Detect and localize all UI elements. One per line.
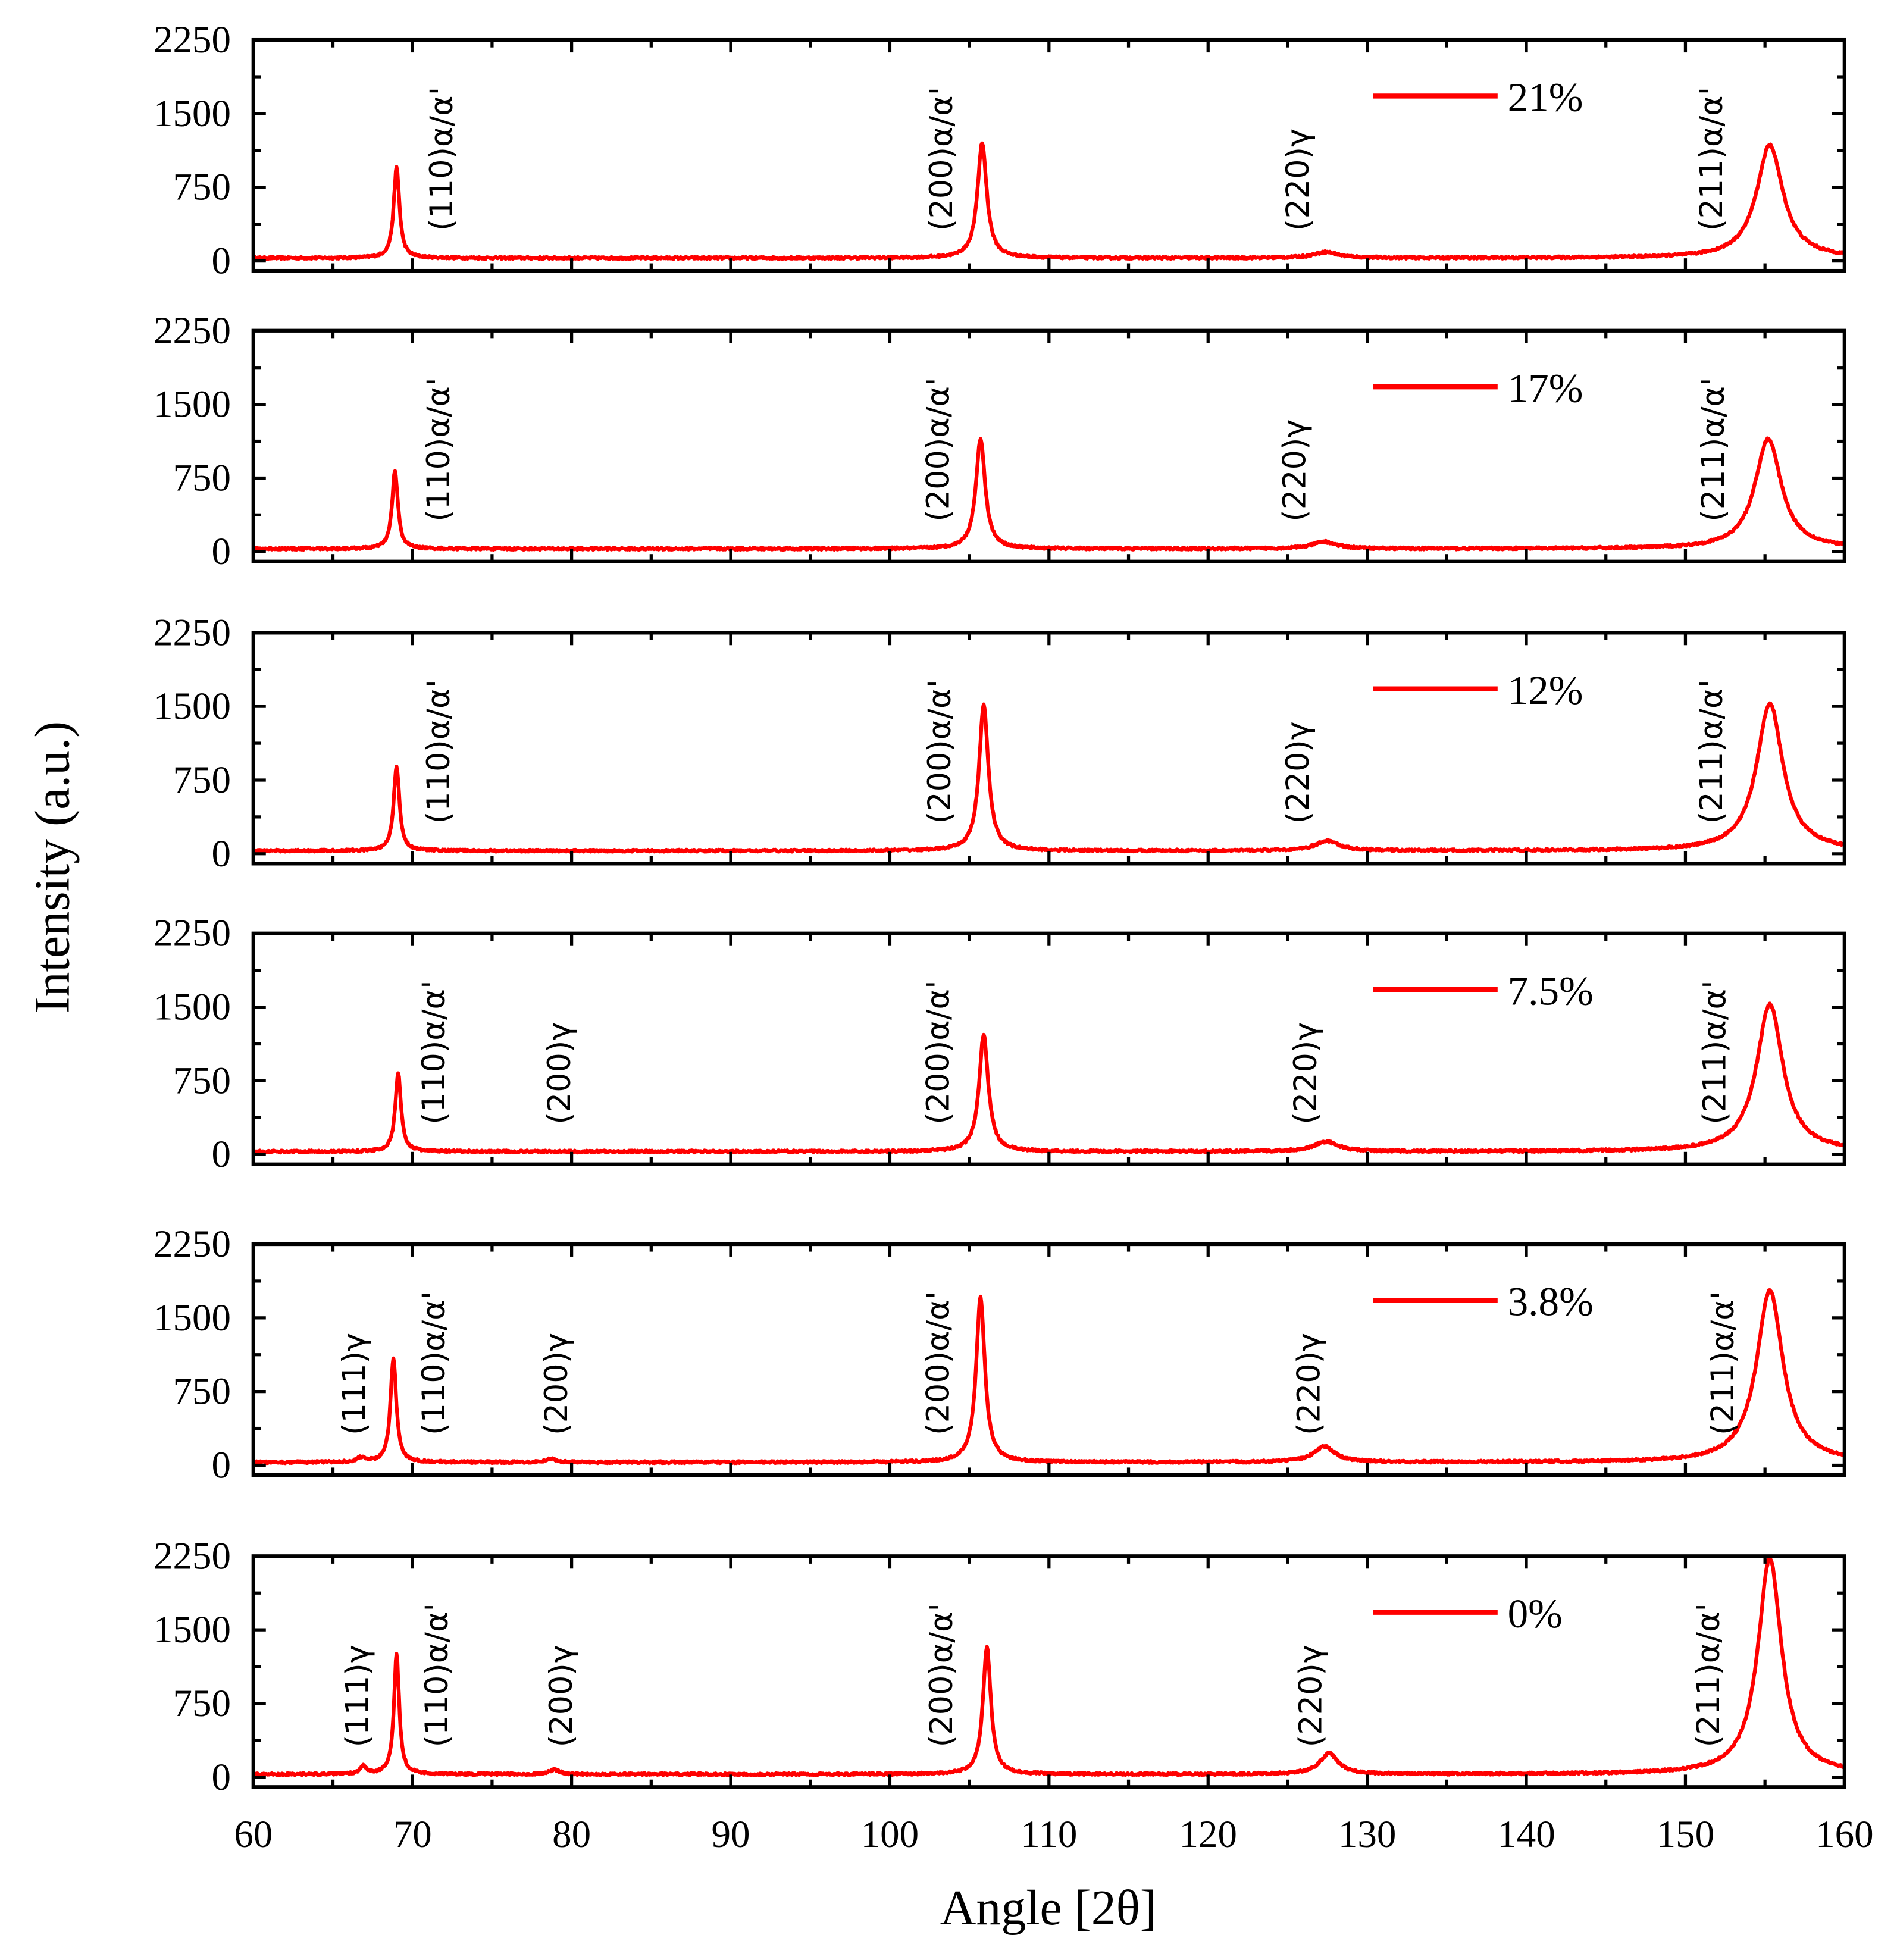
legend-label: 3.8% [1508, 1279, 1594, 1325]
y-tick-label: 2250 [154, 912, 231, 955]
peak-annotation: (200)α/α' [924, 1603, 960, 1747]
data-series-line [252, 1001, 1846, 1155]
x-tick-label: 60 [234, 1813, 273, 1856]
peak-annotation: (200)α/α' [924, 87, 960, 231]
x-tick-label: 130 [1338, 1813, 1397, 1856]
peak-annotation: (220)γ [1291, 1333, 1328, 1435]
legend-label: 7.5% [1508, 968, 1594, 1013]
y-tick-label: 750 [173, 166, 231, 209]
panel-0: 0 750 1500 2250 (111)γ (110)α/α' (200)γ (200)α/… [154, 1535, 1846, 1799]
x-tick-label: 160 [1815, 1813, 1874, 1856]
x-tick-label: 110 [1021, 1813, 1077, 1856]
peak-annotation: (110)α/α' [416, 981, 452, 1125]
x-tick-label: 120 [1179, 1813, 1237, 1856]
plot-frame [251, 1554, 1846, 1789]
data-series-line [252, 701, 1846, 854]
x-tick-label: 140 [1497, 1813, 1555, 1856]
legend-label: 17% [1508, 365, 1583, 411]
y-tick-label: 1500 [154, 383, 231, 426]
y-tick-label: 2250 [154, 18, 231, 61]
peak-annotation: (110)α/α' [421, 378, 457, 522]
plot-frame [251, 631, 1846, 866]
peak-annotation: (211)α/α' [1693, 680, 1730, 824]
data-series-line [251, 141, 1846, 261]
y-tick-label: 2250 [154, 1223, 231, 1266]
peak-annotation: (200)α/α' [922, 680, 958, 824]
legend-label: 21% [1508, 74, 1583, 120]
x-tick-label: 90 [712, 1813, 750, 1856]
legend-label: 0% [1508, 1590, 1563, 1636]
y-tick-label: 1500 [154, 685, 231, 728]
y-tick-label: 2250 [154, 309, 231, 352]
peak-annotation: (200)α/α' [921, 981, 957, 1125]
data-series-line [252, 436, 1846, 552]
y-tick-label: 0 [212, 530, 231, 573]
y-tick-label: 0 [212, 832, 231, 875]
y-tick-label: 1500 [154, 1608, 231, 1651]
peak-annotation: (211)α/α' [1693, 87, 1730, 231]
x-axis-title: Angle [2θ] [940, 1880, 1157, 1936]
legend-label: 12% [1508, 667, 1583, 713]
peak-annotation: (110)α/α' [424, 87, 460, 231]
peak-annotation: (111)γ [336, 1333, 372, 1435]
panel-21: 0 750 1500 2250 (110)α/α' (200)α/α' (220)γ (211… [154, 18, 1846, 283]
y-axis-title: Intensity (a.u.) [24, 721, 80, 1013]
peak-annotation: (110)α/α' [416, 1291, 452, 1435]
data-series-line [251, 1555, 1846, 1777]
y-tick-label: 0 [212, 1756, 231, 1799]
peak-annotation: (220)γ [1280, 721, 1316, 824]
y-tick-label: 1500 [154, 986, 231, 1029]
plot-frame [251, 931, 1846, 1166]
peak-annotation: (211)α/α' [1705, 1291, 1741, 1435]
y-tick-label: 1500 [154, 92, 231, 135]
peak-annotation: (200)γ [541, 1022, 578, 1125]
peak-annotation: (200)α/α' [921, 1291, 957, 1435]
peak-annotation: (200)γ [539, 1333, 575, 1435]
panel-75: 0 750 1500 2250 (110)α/α' (200)γ (200)α/α' (220… [154, 912, 1846, 1176]
panel-38: 0 750 1500 2250 (111)γ (110)α/α' (200)γ (200)α/… [154, 1223, 1846, 1486]
peak-annotation: (220)γ [1280, 129, 1316, 231]
plot-frame [251, 37, 1846, 273]
y-tick-label: 750 [173, 456, 231, 499]
y-tick-label: 0 [212, 1133, 231, 1176]
x-tick-label: 80 [552, 1813, 591, 1856]
y-tick-label: 750 [173, 759, 231, 801]
peak-annotation: (211)α/α' [1696, 981, 1733, 1125]
data-series-line [252, 1288, 1846, 1466]
x-tick-label: 100 [861, 1813, 919, 1856]
y-tick-label: 2250 [154, 1535, 231, 1577]
peak-annotation: (220)γ [1277, 419, 1313, 522]
peak-annotation: (110)α/α' [421, 680, 457, 824]
peak-annotation: (200)γ [543, 1645, 580, 1747]
peak-annotation: (111)γ [339, 1645, 375, 1747]
y-tick-label: 750 [173, 1059, 231, 1102]
y-tick-label: 2250 [154, 611, 231, 654]
y-tick-label: 750 [173, 1682, 231, 1725]
peak-annotation: (200)α/α' [921, 378, 957, 522]
panel-17: 0 750 1500 2250 (110)α/α' (200)α/α' (220)γ (211… [154, 309, 1846, 573]
y-tick-label: 0 [212, 1444, 231, 1486]
peak-annotation: (211)α/α' [1691, 1603, 1727, 1747]
panel-12: 0 750 1500 2250 (110)α/α' (200)α/α' (220)γ (211… [154, 611, 1846, 875]
peak-annotation: (110)α/α' [419, 1603, 455, 1747]
peak-annotation: (220)γ [1292, 1645, 1329, 1747]
y-tick-label: 0 [212, 240, 231, 283]
y-tick-label: 750 [173, 1370, 231, 1413]
peak-annotation: (211)α/α' [1695, 378, 1732, 522]
x-tick-label: 150 [1657, 1813, 1715, 1856]
plot-frame [251, 328, 1846, 563]
plot-frame [251, 1242, 1846, 1477]
y-tick-label: 1500 [154, 1297, 231, 1339]
peak-annotation: (220)γ [1288, 1022, 1324, 1125]
x-tick-label: 70 [393, 1813, 432, 1856]
